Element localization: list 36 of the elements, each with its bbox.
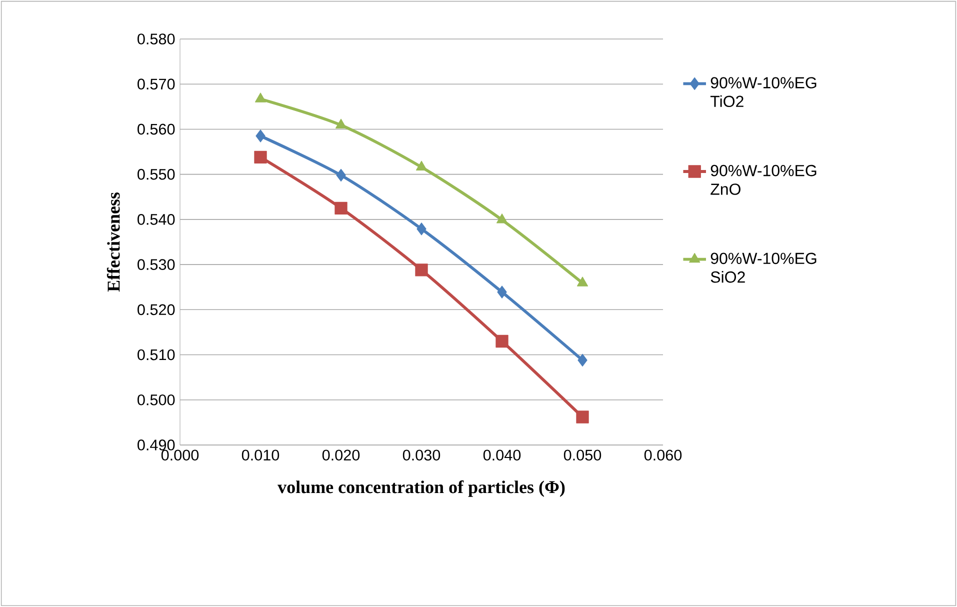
y-tick-label: 0.490 [138, 440, 175, 450]
y-tick-label: 0.570 [138, 78, 175, 90]
point [336, 168, 346, 182]
point [496, 214, 508, 224]
point [496, 334, 508, 348]
x-tick-label: 0.040 [483, 450, 521, 461]
x-tick-label: 0.060 [644, 450, 682, 461]
y-tick-label: 0.510 [138, 349, 175, 360]
point [576, 276, 588, 286]
point [497, 286, 507, 298]
point [576, 410, 589, 424]
point [254, 150, 267, 164]
point [254, 92, 266, 102]
y-axis-title: Effectiveness [106, 192, 120, 292]
x-tick-label: 0.020 [322, 450, 360, 461]
point [256, 130, 266, 142]
x-axis-title: volume concentration of particles (Φ) [278, 480, 565, 497]
y-tick-label: 0.540 [138, 214, 175, 225]
legend-label: 90%W-10%EG SiO2 [710, 252, 816, 283]
y-tick-label: 0.520 [138, 304, 175, 316]
x-tick-label: 0.000 [161, 450, 199, 461]
point [334, 202, 348, 214]
y-tick-label: 0.530 [138, 259, 175, 270]
point [415, 264, 428, 276]
x-tick-label: 0.010 [242, 450, 280, 461]
y-tick-label: 0.580 [138, 34, 175, 44]
x-tick-label: 0.050 [564, 450, 602, 461]
legend-label: 90%W-10%EG ZnO [710, 164, 816, 195]
point [416, 222, 426, 236]
legend-label: 90%W-10%EG TiO2 [710, 77, 816, 108]
y-tick-label: 0.500 [138, 394, 175, 406]
y-tick-label: 0.560 [138, 124, 175, 135]
point [416, 160, 428, 170]
point [578, 354, 588, 367]
y-tick-label: 0.550 [138, 168, 175, 180]
x-tick-label: 0.030 [402, 450, 440, 461]
